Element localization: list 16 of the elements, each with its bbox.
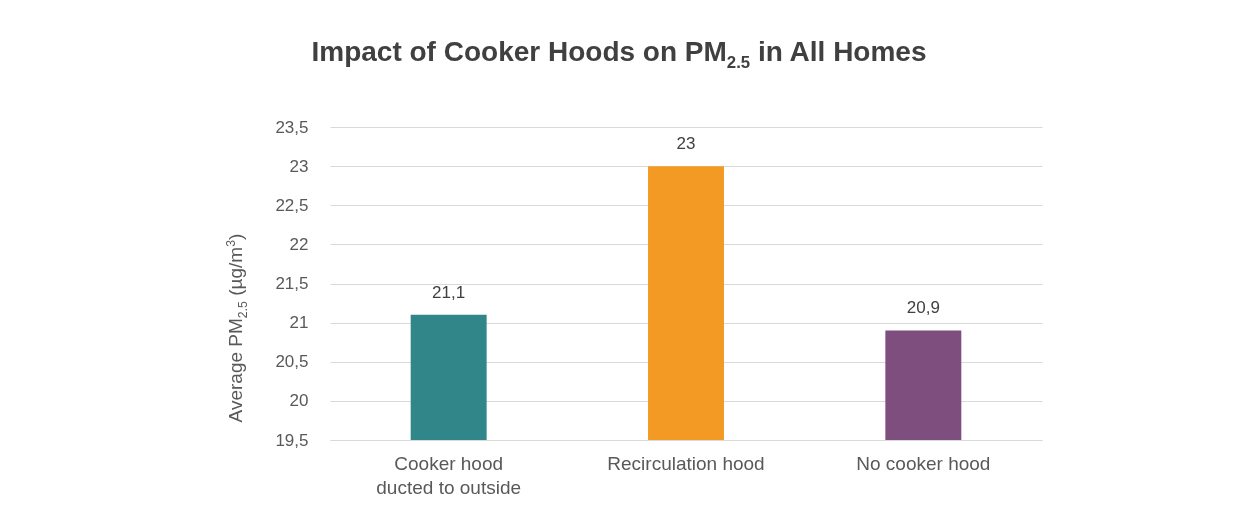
chart-title: Impact of Cooker Hoods on PM$_{2.5}$ in All Homes [310,36,928,73]
y-tick-label: 19,5 [275,430,309,450]
x-tick-label: No cooker hood [856,452,991,474]
data-label: 20,9 [906,298,940,318]
y-tick-label: 23,5 [275,117,309,137]
y-tick-label: 21,5 [275,274,309,293]
y-tick-label: 23 [289,156,309,176]
x-tick-label: Recirculation hood [607,452,765,474]
data-label: 21,1 [432,282,466,302]
y-tick-label: 20,5 [275,352,309,372]
x-tick-label: Cooker hood ducted to outside [376,452,522,498]
y-tick-label: 22,5 [275,195,309,215]
y-tick-label: 21 [289,313,309,333]
data-label: 23 [676,134,696,154]
y-tick-label: 22 [289,234,309,254]
y-tick-label: 20 [289,391,309,411]
